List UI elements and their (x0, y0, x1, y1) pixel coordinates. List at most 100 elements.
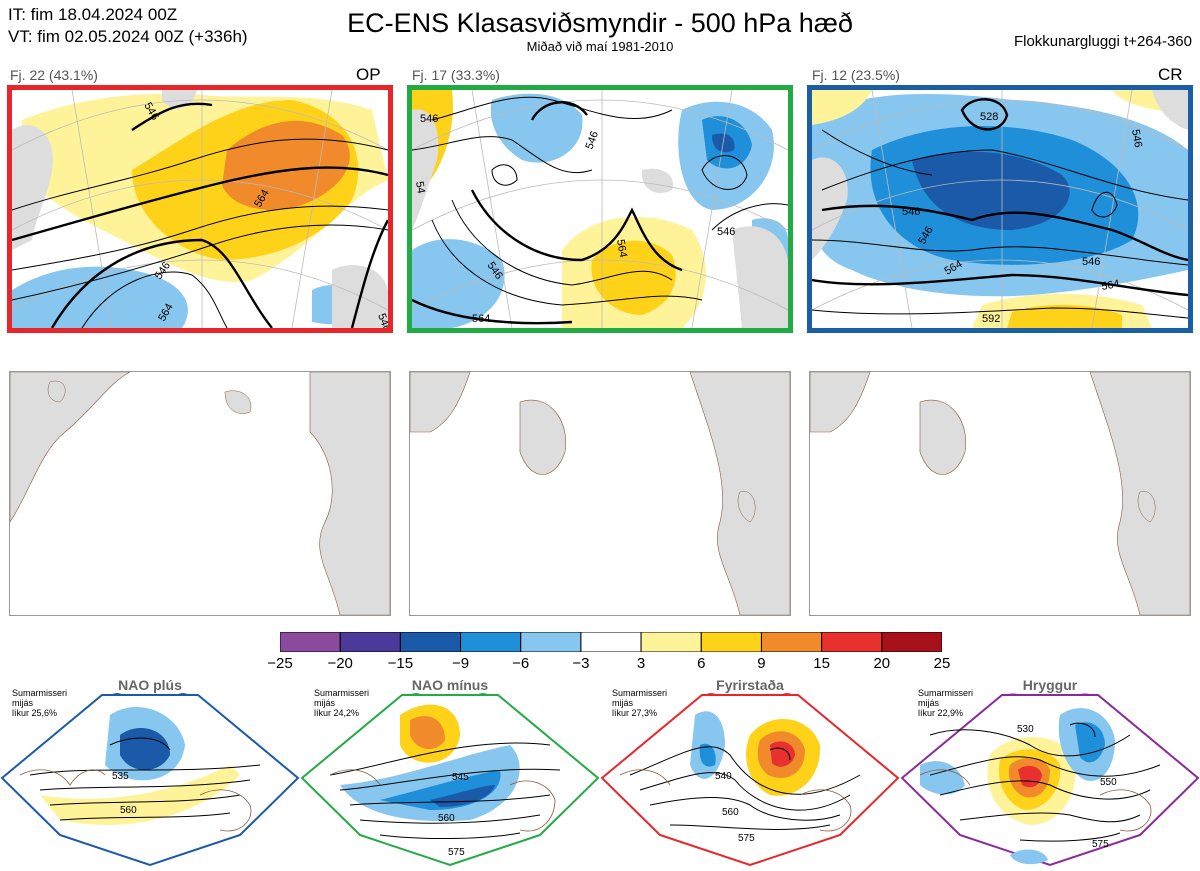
colorbar-tick-label: −3 (572, 655, 590, 672)
height-contours (412, 96, 788, 325)
regime-name: Hryggur (1022, 677, 1078, 693)
contour-label: 545 (452, 772, 469, 783)
colorbar-segment (279, 631, 341, 653)
cluster-map-1: 546 564 546 564 546 (7, 85, 393, 333)
negative-anomaly-core (912, 151, 1070, 230)
contour-label: 54 (413, 180, 427, 194)
cluster-1-map-svg: 546 564 546 564 546 (12, 90, 388, 328)
colorbar-ticks: −25 −20 −15 −9 −6 −3 3 6 9 15 20 25 (267, 655, 950, 675)
contour-label: 546 (375, 312, 388, 328)
colorbar-tick-label: −15 (387, 655, 414, 672)
contour-label: 546 (1082, 256, 1100, 268)
window-label: Flokkunargluggi t+264-360 (1013, 33, 1192, 50)
colorbar-segment (399, 631, 462, 653)
contour-label: 560 (722, 807, 739, 818)
contour-label: 530 (1017, 724, 1034, 735)
regime-fyrirstada: Fyrirstaða Sumarmisseri mijás líkur 27,3% … (600, 675, 900, 871)
it-line: IT: fim 18.04.2024 00Z (8, 5, 178, 24)
colorbar-tick-label: 25 (933, 655, 951, 672)
colorbar-segment (520, 631, 582, 653)
colorbar-tick-label: 15 (813, 655, 830, 672)
land-north (1152, 90, 1188, 130)
colorbar-tick-label: 20 (873, 655, 891, 672)
regime-name: Fyrirstaða (716, 677, 784, 693)
height-contours (12, 102, 388, 328)
contour-label: 550 (1100, 777, 1117, 788)
contour-label: 535 (112, 771, 129, 782)
regime-hryggur: Hryggur Sumarmisseri mijás líkur 22,9% 530… (900, 675, 1200, 871)
header-run-info: IT: fim 18.04.2024 00Z VT: fim 02.05.202… (8, 4, 248, 48)
cluster-2-map-svg: 546 54 546 546 564 546 564 (412, 90, 788, 328)
regime-fan-svg: 540 560 575 (600, 693, 900, 867)
colorbar-tick-label: −20 (327, 655, 353, 672)
colorbar-segment (580, 631, 642, 653)
regime-fan-svg: 545 560 575 (300, 693, 600, 867)
contour-label: 560 (120, 805, 137, 816)
regime-info: Sumarmisseri mijás líkur 25,6% (12, 688, 68, 718)
land-europe (732, 226, 788, 328)
contour-label: 564 (472, 313, 490, 325)
regime-nao-plus: NAO plús Sumarmisseri mijás líkur 25,6% 53… (0, 675, 300, 871)
regime-fan-svg: 530 550 575 (900, 693, 1200, 867)
land-iceland (641, 168, 673, 194)
colorbar (279, 631, 943, 653)
regime-fan-svg: 535 560 (0, 693, 300, 867)
regime-info: Sumarmisseri mijás líkur 22,9% (918, 688, 974, 718)
contour-label: 575 (1092, 839, 1109, 850)
colorbar-tick-label: 3 (636, 655, 646, 672)
cluster-map-2: 546 54 546 546 564 546 564 (407, 85, 793, 333)
colorbar-segment (339, 631, 401, 653)
contour-label: 575 (448, 847, 465, 858)
colorbar-segment (881, 631, 943, 653)
contour-label: 540 (715, 771, 732, 782)
colorbar-svg (279, 631, 943, 653)
page-subtitle: Miðað við maí 1981-2010 (526, 39, 674, 54)
regime-name: NAO mínus (411, 677, 489, 693)
contour-label: 564 (1100, 278, 1120, 293)
contour-label: 564 (614, 238, 629, 258)
page-title: EC-ENS Klasasviðsmyndir - 500 hPa hæð (347, 8, 853, 38)
negative-anomaly (12, 266, 188, 328)
colorbar-segment (821, 631, 883, 653)
colorbar-segment (460, 631, 522, 653)
contour-label: 546 (902, 206, 920, 218)
colorbar-tick-label: −6 (512, 655, 530, 672)
colorbar-tick-label: −25 (267, 655, 293, 672)
negative-anomaly-southwest (412, 239, 505, 328)
contour-label: 546 (1129, 128, 1144, 148)
colorbar-tick-label: 9 (757, 655, 766, 672)
colorbar-segment (700, 631, 762, 653)
cluster-1-label: Fj. 22 (43.1%) (10, 67, 98, 83)
regime-name: NAO plús (118, 677, 182, 693)
contour-label: 575 (738, 833, 755, 844)
base-map-2 (409, 371, 791, 616)
cluster-2-label: Fj. 17 (33.3%) (412, 67, 500, 83)
colorbar-segment (760, 631, 823, 653)
graticule (412, 90, 788, 328)
regime-info: Sumarmisseri mijás líkur 24,2% (314, 688, 370, 718)
graticule (12, 90, 388, 328)
cluster-3-label: Fj. 12 (23.5%) (812, 67, 900, 83)
regime-info: Sumarmisseri mijás líkur 27,3% (612, 688, 668, 718)
cluster-1-tag: OP (356, 65, 381, 84)
cluster-3-tag: CR (1158, 65, 1183, 84)
land-greenland (12, 125, 53, 250)
regime-nao-minus: NAO mínus Sumarmisseri mijás líkur 24,2% 5… (300, 675, 600, 871)
cluster-map-3: 528 546 546 546 564 564 546 592 (807, 85, 1193, 333)
height-contours (812, 98, 1188, 319)
contour-label: 560 (438, 813, 455, 824)
contour-label: 546 (420, 113, 438, 125)
colorbar-tick-label: −9 (451, 655, 470, 672)
vt-line: VT: fim 02.05.2024 00Z (+336h) (8, 27, 248, 46)
positive-anomaly-northwest (812, 90, 872, 125)
colorbar-tick-label: 6 (697, 655, 706, 672)
contour-label: 546 (584, 130, 602, 151)
contour-label: 528 (980, 111, 998, 123)
positive-anomaly-strong (222, 120, 350, 210)
contour-label: 592 (982, 313, 1000, 325)
cluster-3-map-svg: 528 546 546 546 564 564 546 592 (812, 90, 1188, 328)
base-map-3 (809, 371, 1191, 616)
land-greenland (412, 109, 439, 230)
base-map-1 (9, 371, 391, 616)
colorbar-segment (640, 631, 702, 653)
